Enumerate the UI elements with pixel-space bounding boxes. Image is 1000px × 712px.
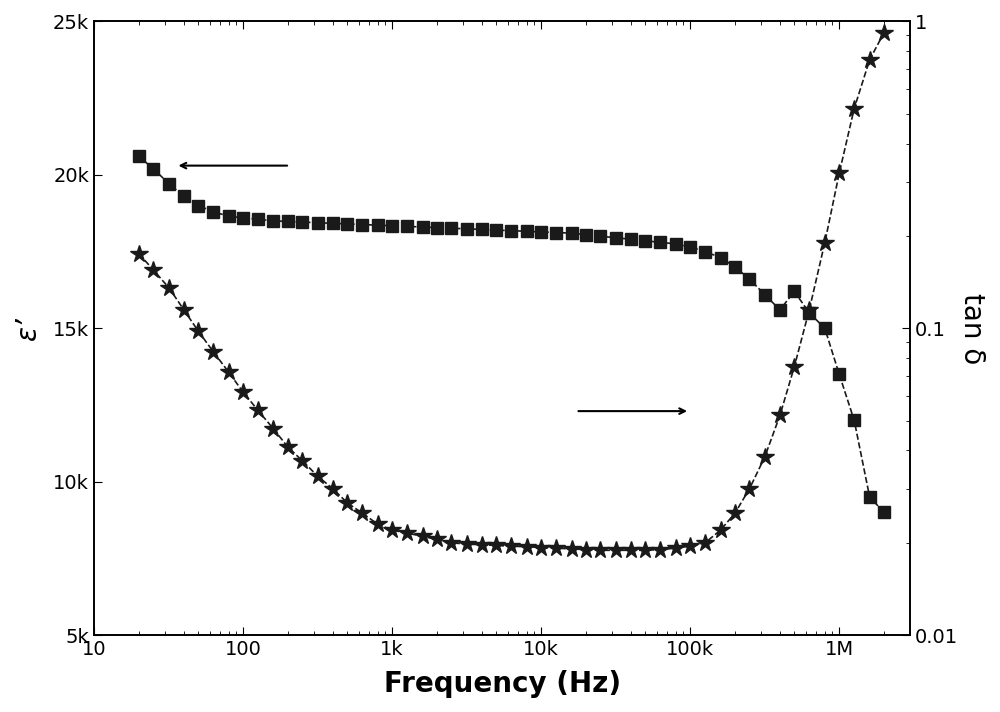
X-axis label: Frequency (Hz): Frequency (Hz) [384, 670, 621, 698]
Y-axis label: ε’: ε’ [14, 316, 42, 340]
Y-axis label: tan δ: tan δ [958, 293, 986, 364]
